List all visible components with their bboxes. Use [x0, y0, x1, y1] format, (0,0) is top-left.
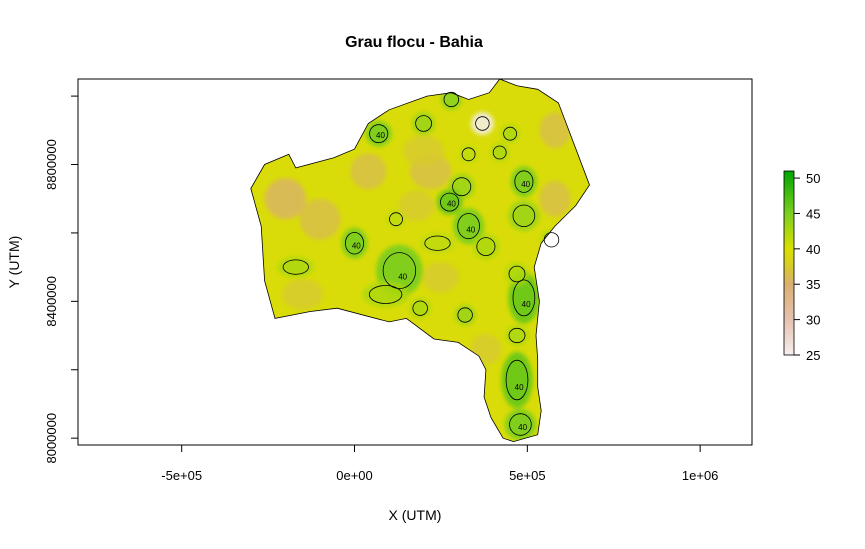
- contour-line-19: [368, 285, 403, 304]
- field-anomaly-36: [422, 262, 459, 293]
- contour-line-26: [509, 413, 532, 436]
- contour-label: 40: [447, 200, 456, 209]
- contour-line-9: [440, 192, 460, 212]
- contour-label: 40: [515, 383, 524, 392]
- field-anomaly-34: [398, 190, 435, 222]
- contour-line-7: [452, 177, 472, 197]
- state-boundary: [250, 78, 590, 443]
- colorbar-tick-label: 25: [806, 348, 820, 363]
- contour-line-25: [505, 359, 529, 401]
- field-anomaly-33: [539, 180, 571, 217]
- x-tick-label: -5e+05: [161, 468, 202, 483]
- x-axis-label: X (UTM): [389, 507, 442, 523]
- contour-line-16: [344, 231, 364, 255]
- contour-line-13: [543, 232, 560, 248]
- contour-line-4: [503, 126, 518, 141]
- x-tick-label: 1e+06: [682, 468, 719, 483]
- contour-label: 40: [466, 225, 475, 234]
- contour-line-18: [382, 252, 417, 290]
- colorbar-tick-label: 35: [806, 277, 820, 292]
- y-axis: 8000000 8400000 8800000: [44, 95, 79, 464]
- colorbar-ticks: 25 30 35 40 45 50: [794, 171, 820, 363]
- colorbar-tick-label: 30: [806, 313, 820, 328]
- contour-line-12: [512, 204, 536, 228]
- x-tick-label: 5e+05: [509, 468, 546, 483]
- y-tick-label: 8800000: [44, 139, 59, 190]
- contour-label: 40: [352, 242, 361, 251]
- colorbar-ramp: [783, 170, 795, 356]
- field-anomaly-37: [470, 333, 502, 365]
- y-tick-label: 8000000: [44, 413, 59, 464]
- contour-label: 40: [518, 423, 527, 432]
- contour-line-23: [508, 265, 526, 283]
- contour-label: 40: [522, 300, 531, 309]
- colorbar-tick-label: 50: [806, 171, 820, 186]
- contour-line-14: [424, 235, 451, 251]
- field-anomaly-35: [282, 279, 324, 310]
- contour-labels: 40 40 40 40 40 40 40 40 40: [352, 131, 531, 432]
- chart-title: Grau flocu - Bahia: [345, 34, 483, 51]
- contour-line-21: [457, 307, 473, 323]
- contour-line-24: [508, 327, 526, 344]
- contour-label: 40: [398, 273, 407, 282]
- x-tick-label: 0e+00: [336, 468, 373, 483]
- contour-line-3: [475, 116, 490, 131]
- field-anomaly-27: [264, 178, 307, 220]
- field-anomaly-3: [471, 112, 494, 135]
- contour-label: 40: [376, 131, 385, 140]
- field-anomaly-32: [539, 112, 571, 149]
- contour-line-6: [492, 145, 507, 160]
- field-anomaly-29: [350, 153, 387, 190]
- y-axis-label: Y (UTM): [6, 236, 22, 289]
- contour-line-5: [461, 147, 476, 162]
- contour-line-1: [415, 115, 433, 132]
- contour-label: 40: [521, 180, 530, 189]
- contour-line-10: [457, 213, 480, 240]
- y-tick-label: 8400000: [44, 276, 59, 327]
- contour-line-17: [282, 259, 309, 275]
- colorbar-tick-label: 40: [806, 242, 820, 257]
- contour-line-22: [512, 279, 536, 317]
- x-axis: -5e+05 0e+00 5e+05 1e+06: [161, 444, 719, 483]
- contour-line-11: [476, 237, 496, 257]
- contour-line-8: [514, 170, 534, 193]
- color-legend: 25 30 35 40 45 50: [783, 170, 820, 363]
- field-anomaly-31: [402, 135, 445, 167]
- field-anomaly-28: [299, 198, 341, 240]
- contour-line-0: [369, 124, 389, 144]
- contour-line-15: [389, 212, 403, 227]
- contour-line-20: [412, 300, 428, 316]
- colorbar-tick-label: 45: [806, 206, 820, 221]
